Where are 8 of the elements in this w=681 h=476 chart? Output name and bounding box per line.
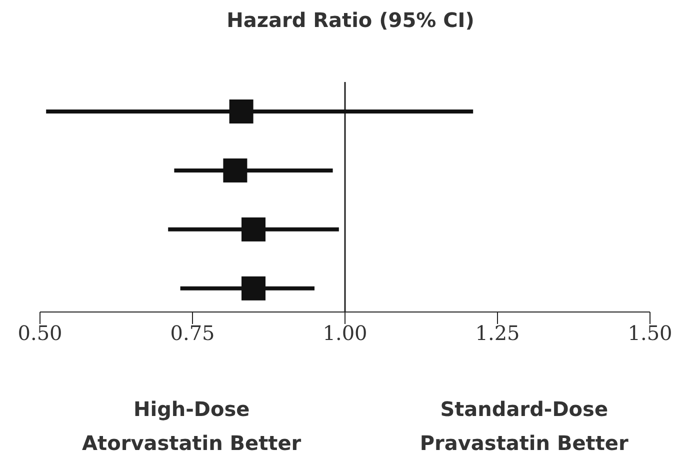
- text: High-Dose Atorvastatin Better: [81, 396, 302, 457]
- x-tick-label: 0.50: [18, 321, 62, 346]
- x-tick-label: 0.75: [170, 321, 215, 346]
- chart-title: Hazard Ratio (95% CI): [226, 8, 476, 32]
- x-tick-label: 1.25: [475, 321, 520, 346]
- text: Standard-Dose Pravastatin Better: [418, 396, 630, 457]
- x-tick-label: 1.00: [322, 321, 368, 346]
- x-tick-label: 1.50: [628, 321, 672, 346]
